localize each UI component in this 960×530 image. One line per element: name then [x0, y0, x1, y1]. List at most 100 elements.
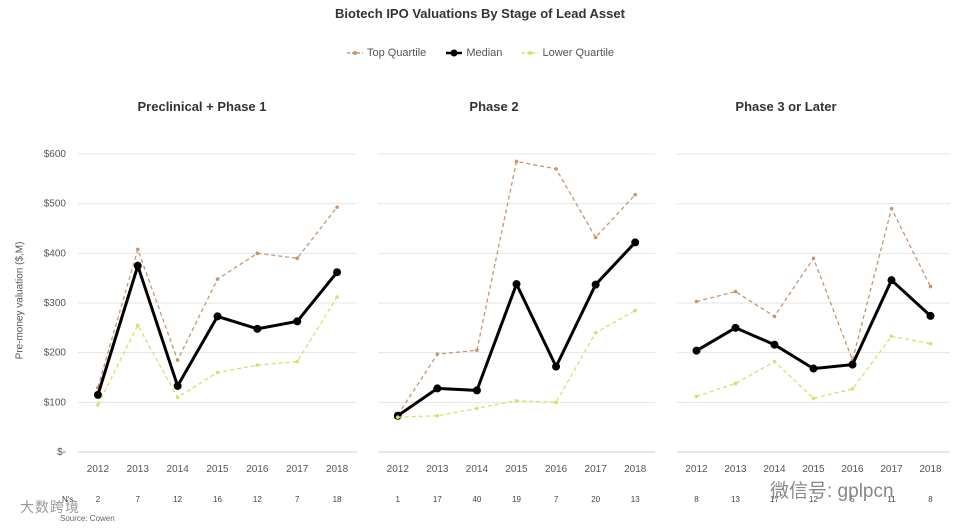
- point-top-quartile: [295, 256, 300, 261]
- x-tick-label: 2015: [505, 464, 528, 475]
- x-tick-label: 2012: [387, 464, 410, 475]
- point-median: [93, 390, 102, 399]
- point-median: [253, 324, 262, 333]
- n-value: 18: [333, 495, 342, 504]
- legend-item-top-quartile: Top Quartile: [346, 47, 426, 59]
- x-tick-label: 2018: [624, 464, 647, 475]
- point-lower-quartile: [215, 370, 220, 375]
- y-tick-label: $100: [44, 397, 67, 408]
- n-value: 7: [554, 495, 559, 504]
- series-line-median: [96, 260, 339, 396]
- point-top-quartile: [335, 205, 339, 209]
- n-value: 20: [591, 495, 600, 504]
- point-median: [926, 311, 935, 320]
- point-top-quartile: [633, 192, 638, 197]
- point-median: [433, 384, 442, 393]
- point-top-quartile: [475, 348, 479, 352]
- y-tick-label: $500: [44, 199, 67, 210]
- x-tick-label: 2016: [841, 464, 864, 475]
- legend-label-top-quartile: Top Quartile: [366, 47, 427, 60]
- y-tick-label: $200: [44, 348, 67, 359]
- point-lower-quartile: [175, 395, 180, 400]
- legend-item-lower-quartile: Lower Quartile: [521, 47, 614, 59]
- x-tick-label: 2017: [286, 464, 309, 475]
- x-tick-label: 2015: [802, 464, 825, 475]
- n-value: 12: [253, 495, 262, 504]
- point-median: [552, 362, 561, 371]
- point-top-quartile: [175, 358, 180, 362]
- point-lower-quartile: [554, 400, 558, 405]
- point-top-quartile: [733, 289, 738, 294]
- point-lower-quartile: [593, 331, 598, 335]
- n-value: 13: [631, 495, 640, 504]
- n-value: 13: [731, 495, 740, 504]
- legend: Top Quartile Median Lower Quartile: [0, 47, 960, 59]
- n-value: 7: [295, 495, 300, 504]
- point-lower-quartile: [96, 403, 100, 407]
- legend-swatch-top-quartile: [346, 51, 363, 56]
- x-tick-label: 2014: [763, 464, 786, 475]
- x-tick-label: 2013: [724, 464, 747, 475]
- n-value: 12: [173, 495, 182, 504]
- x-tick-label: 2016: [545, 464, 568, 475]
- legend-label-median: Median: [466, 47, 503, 60]
- n-label: N's: [62, 495, 73, 504]
- point-median: [472, 386, 481, 395]
- point-median: [213, 312, 222, 321]
- point-median: [293, 317, 302, 326]
- point-median: [692, 346, 701, 355]
- point-lower-quartile: [772, 359, 777, 364]
- point-median: [887, 276, 896, 285]
- point-lower-quartile: [889, 334, 894, 339]
- n-value: 40: [472, 495, 481, 504]
- x-tick-label: 2016: [246, 464, 269, 475]
- point-median: [591, 280, 600, 289]
- point-lower-quartile: [255, 363, 260, 367]
- point-top-quartile: [554, 167, 558, 171]
- point-lower-quartile: [395, 415, 400, 420]
- n-value: 17: [770, 495, 779, 504]
- point-median: [173, 381, 182, 390]
- point-median: [512, 280, 521, 289]
- x-tick-label: 2013: [127, 464, 150, 475]
- point-top-quartile: [889, 206, 894, 211]
- legend-swatch-lower-quartile: [522, 51, 539, 56]
- point-top-quartile: [215, 277, 220, 281]
- panel-title: Preclinical + Phase 1: [138, 99, 267, 114]
- panel-title: Phase 3 or Later: [735, 99, 836, 114]
- panel-title: Phase 2: [469, 99, 518, 114]
- series-line-top-quartile: [97, 206, 338, 388]
- x-tick-label: 2014: [466, 464, 489, 475]
- point-median: [731, 323, 740, 332]
- point-median: [631, 238, 640, 247]
- point-top-quartile: [255, 251, 260, 256]
- x-tick-label: 2013: [426, 464, 449, 475]
- point-lower-quartile: [928, 341, 933, 346]
- watermark-left: 大数跨境: [20, 499, 80, 515]
- x-tick-label: 2017: [585, 464, 608, 475]
- n-value: 12: [809, 495, 818, 504]
- point-top-quartile: [514, 159, 519, 164]
- point-median: [333, 268, 342, 277]
- panel-3: Phase 3 or Later 2012 2013 2014 2015 2016 2017…: [677, 99, 950, 504]
- point-median: [809, 364, 818, 373]
- point-median: [133, 261, 142, 270]
- point-lower-quartile: [811, 396, 816, 401]
- x-tick-label: 2012: [685, 464, 708, 475]
- x-tick-label: 2018: [919, 464, 942, 475]
- n-value: 8: [694, 495, 699, 504]
- point-top-quartile: [435, 352, 440, 356]
- n-value: 7: [136, 495, 141, 504]
- x-tick-label: 2012: [87, 464, 110, 475]
- y-tick-label: $300: [44, 298, 67, 309]
- chart-title: Biotech IPO Valuations By Stage of Lead …: [335, 6, 625, 21]
- series-line-median: [396, 241, 637, 417]
- point-lower-quartile: [335, 295, 339, 299]
- point-lower-quartile: [135, 323, 140, 328]
- point-lower-quartile: [435, 413, 440, 418]
- legend-label-lower-quartile: Lower Quartile: [542, 47, 615, 60]
- point-lower-quartile: [733, 381, 738, 386]
- n-value: 8: [928, 495, 933, 504]
- y-tick-label: $600: [44, 149, 67, 160]
